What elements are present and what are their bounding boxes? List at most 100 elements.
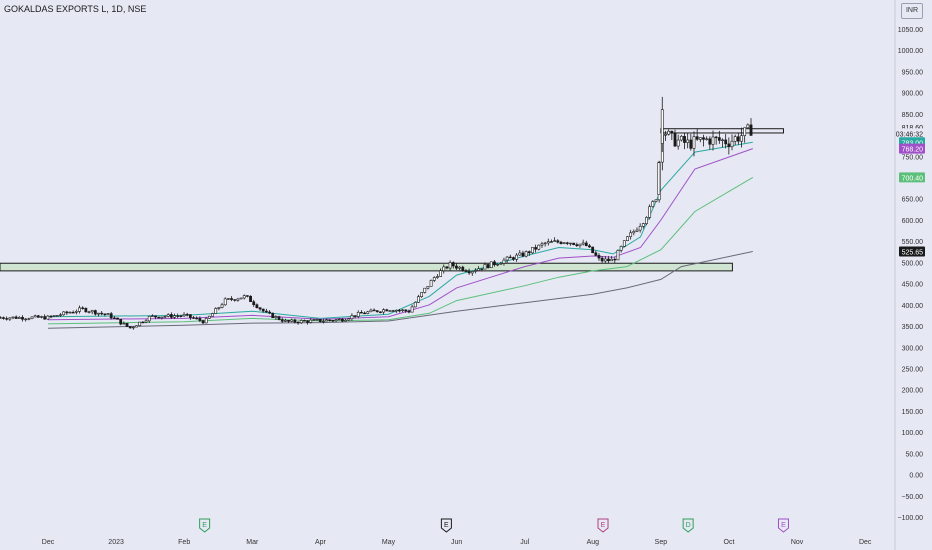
candle-body bbox=[743, 127, 747, 136]
y-axis[interactable]: 1050.001000.00950.00900.00850.00800.0075… bbox=[898, 27, 924, 522]
candle-body bbox=[733, 136, 737, 142]
price-label-text: 700.40 bbox=[902, 175, 924, 182]
candle-body bbox=[594, 252, 598, 256]
candle-body bbox=[714, 136, 718, 139]
candle-body bbox=[683, 135, 686, 143]
candle-body bbox=[147, 316, 151, 322]
candle-body bbox=[27, 318, 31, 320]
candle-body bbox=[160, 316, 164, 319]
candle-body bbox=[353, 315, 357, 317]
candle-body bbox=[432, 277, 436, 281]
candle-body bbox=[87, 311, 91, 313]
candle-body bbox=[283, 320, 287, 322]
candle-body bbox=[426, 286, 430, 289]
zone-layer bbox=[0, 128, 784, 272]
candle-body bbox=[562, 242, 566, 244]
candle-body bbox=[657, 162, 661, 195]
candle-body bbox=[686, 139, 690, 143]
candle-body bbox=[603, 258, 607, 262]
candle-body bbox=[679, 135, 683, 141]
price-label: 03:46:32 bbox=[896, 128, 925, 139]
event-marker-letter: E bbox=[601, 522, 606, 529]
x-tick-label: Mar bbox=[246, 539, 259, 546]
candle-body bbox=[78, 307, 81, 312]
candle-body bbox=[578, 243, 582, 247]
candle-body bbox=[622, 240, 626, 247]
candle-body bbox=[157, 316, 161, 319]
candle-body bbox=[252, 301, 256, 306]
candle-body bbox=[2, 317, 5, 319]
candle-body bbox=[458, 266, 462, 269]
candle-body bbox=[749, 124, 753, 136]
candle-body bbox=[188, 314, 192, 318]
candle-body bbox=[233, 299, 237, 301]
candle-body bbox=[245, 295, 249, 297]
candle-body bbox=[122, 323, 126, 325]
candle-body bbox=[331, 320, 335, 322]
event-marker-shape bbox=[440, 518, 452, 533]
candle-body bbox=[242, 295, 246, 299]
candle-body bbox=[201, 320, 205, 324]
candle-body bbox=[116, 317, 119, 320]
candle-body bbox=[30, 316, 34, 320]
candle-body bbox=[135, 325, 138, 328]
candle-body bbox=[626, 236, 629, 241]
candle-body bbox=[575, 244, 579, 247]
candle-body bbox=[173, 315, 176, 318]
candle-body bbox=[81, 307, 85, 309]
candle-body bbox=[569, 242, 572, 245]
candle-body bbox=[382, 309, 385, 313]
y-tick-label: 1050.00 bbox=[898, 27, 923, 34]
candle-body bbox=[93, 310, 97, 315]
candle-body bbox=[271, 312, 275, 319]
candle-body bbox=[597, 255, 601, 259]
event-marker-e: E bbox=[777, 518, 789, 533]
candle-body bbox=[347, 318, 351, 321]
candle-body bbox=[600, 257, 604, 262]
candle-body bbox=[220, 304, 224, 308]
candle-body bbox=[318, 319, 322, 322]
candle-body bbox=[375, 310, 379, 313]
candle-body bbox=[670, 130, 674, 134]
y-tick-label: −100.00 bbox=[898, 515, 924, 522]
candle-body bbox=[179, 315, 183, 317]
y-tick-label: 100.00 bbox=[902, 430, 924, 437]
candle-body bbox=[565, 242, 569, 244]
candle-body bbox=[36, 315, 40, 318]
candle-body bbox=[556, 240, 560, 243]
candle-body bbox=[40, 316, 43, 318]
candle-body bbox=[474, 270, 477, 272]
candle-body bbox=[166, 314, 170, 317]
price-label: 768.20 bbox=[899, 143, 925, 154]
x-axis[interactable]: Dec 2023 Feb Mar Apr May Jun Jul Aug Sep Oct Nov Dec bbox=[42, 539, 872, 546]
candle-body bbox=[394, 309, 398, 312]
candle-body bbox=[461, 266, 465, 271]
candle-body bbox=[717, 137, 721, 141]
candle-body bbox=[217, 307, 221, 309]
candle-body bbox=[641, 223, 645, 227]
candle-body bbox=[268, 311, 271, 314]
currency-button[interactable]: INR bbox=[901, 3, 923, 19]
candle-body bbox=[512, 257, 515, 260]
candle-body bbox=[448, 262, 452, 269]
event-marker-shape bbox=[777, 518, 789, 533]
price-label-text: 525.65 bbox=[902, 250, 924, 257]
candle-body bbox=[17, 317, 21, 319]
candle-body bbox=[505, 256, 509, 261]
price-label-bg bbox=[899, 143, 925, 154]
price-label: 525.65 bbox=[899, 246, 925, 257]
event-marker-e: E bbox=[440, 518, 452, 533]
event-marker-shape bbox=[597, 518, 609, 533]
candle-body bbox=[363, 312, 366, 315]
price-label-bg bbox=[899, 246, 925, 257]
candle-body bbox=[277, 316, 281, 320]
candle-body bbox=[344, 319, 347, 322]
candle-body bbox=[477, 268, 481, 271]
candle-body bbox=[413, 302, 417, 308]
candle-body bbox=[280, 319, 284, 322]
candle-body bbox=[14, 316, 18, 319]
candle-body bbox=[74, 311, 78, 313]
candle-body bbox=[486, 264, 490, 269]
